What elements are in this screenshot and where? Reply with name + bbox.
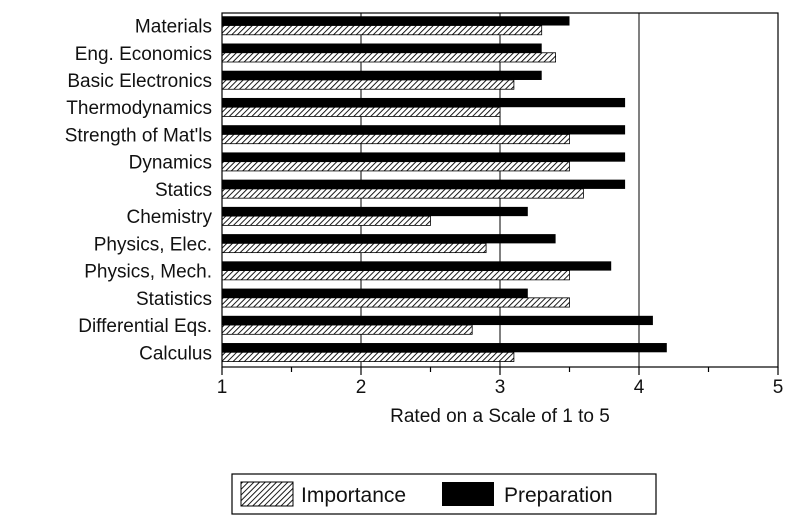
category-label-statics: Statics [155,180,212,201]
bar-preparation-basic-electronics [222,70,542,80]
bar-importance-materials [221,25,543,36]
tick-label-4: 4 [634,377,645,398]
bar-importance-statics [221,188,584,199]
bar-preparation-eng-economics [222,43,542,53]
category-label-physics-mech: Physics, Mech. [84,262,212,283]
bar-importance-strength-of-mat-ls [221,134,570,145]
bar-preparation-calculus [222,343,667,353]
tick-label-1: 1 [217,377,228,398]
bar-importance-statistics [221,297,570,308]
bar-preparation-strength-of-mat-ls [222,125,626,135]
bar-preparation-physics-mech [222,261,612,271]
category-labels: Materials Eng. Economics Basic Electronics… [65,17,213,365]
tick-label-3: 3 [495,377,506,398]
bar-preparation-thermodynamics [222,97,626,108]
bar-preparation-physics-elec [222,234,556,244]
legend-swatch-importance [240,481,294,507]
x-axis-ticks: 1 2 3 4 5 [217,367,784,398]
legend-label-importance: Importance [301,484,406,507]
bar-importance-thermodynamics [221,106,501,117]
tick-label-2: 2 [356,377,367,398]
legend: Importance Preparation [231,473,657,515]
bar-importance-basic-electronics [221,79,515,90]
bar-importance-physics-mech [221,270,570,281]
bar-importance-physics-elec [221,242,487,254]
category-label-calculus: Calculus [139,343,212,364]
category-label-eng-economics: Eng. Economics [75,44,212,65]
bar-preparation-differential-eqs [222,315,653,326]
bar-importance-chemistry [221,215,431,226]
bar-preparation-dynamics [222,152,626,162]
category-label-strength-of-mat-ls: Strength of Mat'ls [65,125,212,146]
category-label-materials: Materials [135,17,212,38]
bar-importance-eng-economics [221,52,557,63]
category-label-statistics: Statistics [136,289,212,310]
category-label-dynamics: Dynamics [129,153,212,174]
bar-preparation-statics [222,179,626,189]
tick-label-5: 5 [773,377,784,398]
bar-preparation-chemistry [222,206,528,217]
category-label-basic-electronics: Basic Electronics [67,71,212,92]
category-label-thermodynamics: Thermodynamics [66,98,212,119]
category-label-chemistry: Chemistry [126,207,212,228]
bar-importance-differential-eqs [221,324,473,335]
legend-swatch-preparation [442,482,494,506]
bar-preparation-materials [222,16,570,26]
bar-importance-dynamics [221,161,570,172]
category-label-differential-eqs: Differential Eqs. [78,316,212,337]
bar-importance-calculus [221,351,515,362]
x-axis-title: Rated on a Scale of 1 to 5 [390,406,610,427]
bar-preparation-statistics [222,288,528,298]
legend-label-preparation: Preparation [504,484,613,507]
bars [221,16,667,362]
category-label-physics-elec: Physics, Elec. [94,234,212,255]
